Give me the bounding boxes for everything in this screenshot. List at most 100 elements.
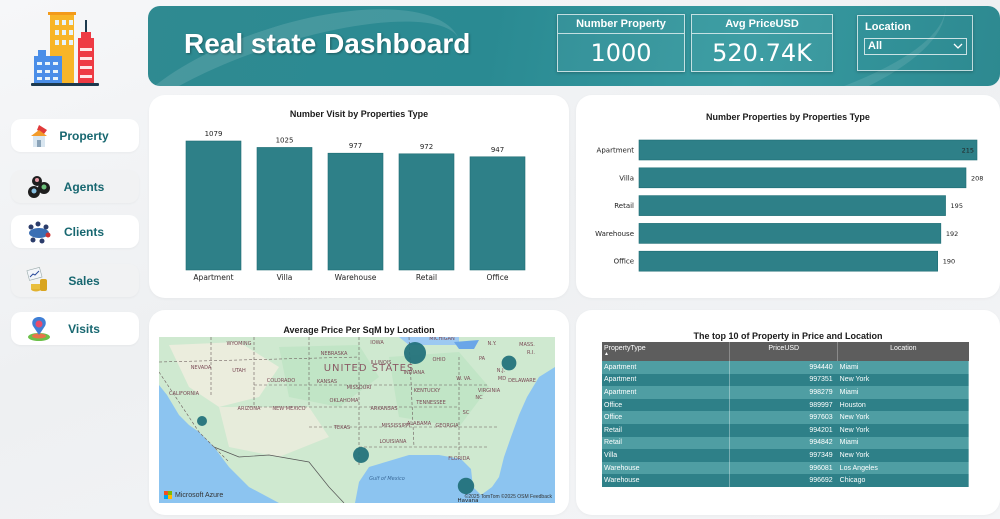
map-state-label: NEW MEXICO	[272, 406, 305, 412]
map-attribution[interactable]: ©2025 TomTom ©2025 OSM Feedback	[464, 494, 552, 500]
bar-office[interactable]	[638, 250, 938, 272]
cell-location: Houston	[837, 398, 969, 412]
slicer-selected-value: All	[868, 40, 883, 52]
bubble-map[interactable]: WYOMING NEBRASKA IOWA MICHIGAN ILLINOIS OHIO P…	[159, 337, 555, 503]
chart-title: Average Price Per SqM by Location	[283, 325, 435, 335]
map-bubble-houston[interactable]	[353, 447, 369, 463]
cell-location: New York	[837, 449, 969, 462]
table-row[interactable]: Warehouse 996081 Los Angeles	[602, 461, 969, 475]
table-row[interactable]: Office 989997 Houston	[602, 398, 969, 412]
data-label: 215	[962, 147, 974, 155]
sidebar-item-visits[interactable]: Visits	[11, 312, 139, 345]
cell-property-type: Villa	[602, 449, 731, 462]
map-bubble-los-angeles[interactable]	[197, 416, 207, 426]
bar-retail[interactable]	[398, 153, 455, 271]
properties-by-type-card: Number Properties by Properties Type Apa…	[576, 95, 1000, 298]
map-state-label: W. VA.	[456, 376, 472, 382]
column-header-propertytype[interactable]: PropertyType ▲	[602, 342, 731, 361]
map-sea-label: Gulf of Mexico	[369, 476, 405, 482]
table-row[interactable]: Retail 994201 New York	[602, 423, 969, 437]
cell-price-usd: 997349	[729, 449, 838, 462]
sidebar-item-sales[interactable]: Sales	[11, 264, 139, 297]
cell-property-type: Warehouse	[602, 474, 731, 487]
x-tick-label: Office	[487, 273, 509, 282]
map-pin-icon	[28, 316, 50, 341]
sidebar-item-agents[interactable]: Agents	[11, 170, 139, 203]
x-tick-label: Retail	[416, 273, 437, 282]
bar-warehouse[interactable]	[638, 223, 942, 244]
bar-office[interactable]	[469, 156, 526, 271]
cell-location: Miami	[837, 386, 969, 399]
map-state-label: WYOMING	[226, 341, 251, 347]
map-state-label: NC	[475, 395, 483, 401]
map-state-label: NEVADA	[191, 365, 212, 371]
data-label: 192	[946, 230, 958, 238]
map-state-label: FLORIDA	[448, 456, 470, 462]
cell-price-usd: 997351	[729, 373, 838, 387]
map-state-label: CALIFORNIA	[169, 391, 200, 397]
map-city-label: Havana	[458, 498, 479, 503]
table-row[interactable]: Apartment 997351 New York	[602, 373, 969, 387]
cell-property-type: Apartment	[602, 373, 731, 387]
cell-property-type: Retail	[602, 436, 731, 450]
x-tick-label: Villa	[277, 273, 293, 282]
table-title: The top 10 of Property in Price and Loca…	[693, 331, 883, 341]
map-state-label: VIRGINIA	[478, 388, 501, 394]
city-buildings-icon	[31, 12, 99, 86]
sidebar-item-label: Sales	[68, 273, 100, 288]
cell-property-type: Office	[602, 398, 731, 412]
cell-price-usd: 996692	[729, 474, 838, 487]
data-label: 208	[971, 174, 983, 182]
chart-title: Number Visit by Properties Type	[289, 109, 429, 119]
bar-warehouse[interactable]	[327, 152, 384, 271]
cell-location: Chicago	[837, 474, 969, 487]
x-tick-label: Apartment	[193, 273, 233, 282]
y-tick-label: Villa	[619, 174, 634, 182]
cell-price-usd: 998279	[729, 386, 838, 399]
table-row[interactable]: Warehouse 996692 Chicago	[602, 474, 969, 487]
bar-retail[interactable]	[638, 195, 946, 216]
cell-property-type: Office	[602, 411, 731, 424]
map-state-label: ARKANSAS	[370, 406, 397, 412]
map-bubble-chicago[interactable]	[404, 342, 426, 364]
map-bubble-miami[interactable]	[457, 477, 475, 495]
table-row[interactable]: Retail 994842 Miami	[602, 436, 969, 450]
map-state-label: DELAWARE	[508, 378, 536, 384]
cell-price-usd: 997603	[729, 411, 838, 424]
data-label: 1079	[205, 130, 223, 138]
sidebar-item-clients[interactable]: Clients	[11, 215, 139, 248]
y-tick-label: Apartment	[597, 147, 635, 155]
bar-apartment[interactable]	[185, 140, 242, 271]
table-row[interactable]: Office 997603 New York	[602, 411, 969, 424]
map-state-label: MISSOURI	[347, 385, 372, 391]
cell-location: Los Angeles	[837, 461, 969, 475]
sidebar-item-label: Clients	[63, 224, 104, 239]
bar-apartment[interactable]	[638, 139, 978, 161]
cell-location: New York	[837, 411, 969, 424]
slicer-label: Location	[865, 21, 911, 33]
map-state-label: TEXAS	[333, 425, 350, 431]
kpi-card-number-property: Number Property 1000	[557, 14, 685, 72]
bar-villa[interactable]	[638, 167, 967, 189]
map-state-label: INDIANA	[403, 370, 425, 376]
location-dropdown[interactable]: All	[864, 38, 967, 55]
column-header-location[interactable]: Location	[837, 342, 969, 361]
y-tick-label: Retail	[614, 202, 634, 210]
cell-price-usd: 994201	[729, 423, 838, 437]
map-bubble-new-york[interactable]	[501, 355, 517, 371]
cell-price-usd: 994842	[729, 436, 838, 450]
table-row[interactable]: Apartment 994440 Miami	[602, 361, 969, 374]
kpi-value: 520.74K	[712, 39, 812, 67]
microsoft-logo-icon	[164, 491, 172, 499]
us-map: WYOMING NEBRASKA IOWA MICHIGAN ILLINOIS OHIO P…	[159, 337, 555, 503]
cell-property-type: Apartment	[602, 386, 731, 399]
bar-villa[interactable]	[256, 147, 313, 271]
chart-title: Number Properties by Properties Type	[706, 112, 870, 122]
column-header-priceusd[interactable]: PriceUSD	[729, 342, 839, 361]
dashboard-title: Real state Dashboard	[184, 28, 471, 59]
table-row[interactable]: Apartment 998279 Miami	[602, 386, 969, 399]
sidebar-item-property[interactable]: Property	[11, 119, 139, 152]
map-state-label: MD	[498, 376, 506, 382]
table-row[interactable]: Villa 997349 New York	[602, 449, 969, 462]
map-state-label: ALABAMA	[407, 421, 432, 427]
